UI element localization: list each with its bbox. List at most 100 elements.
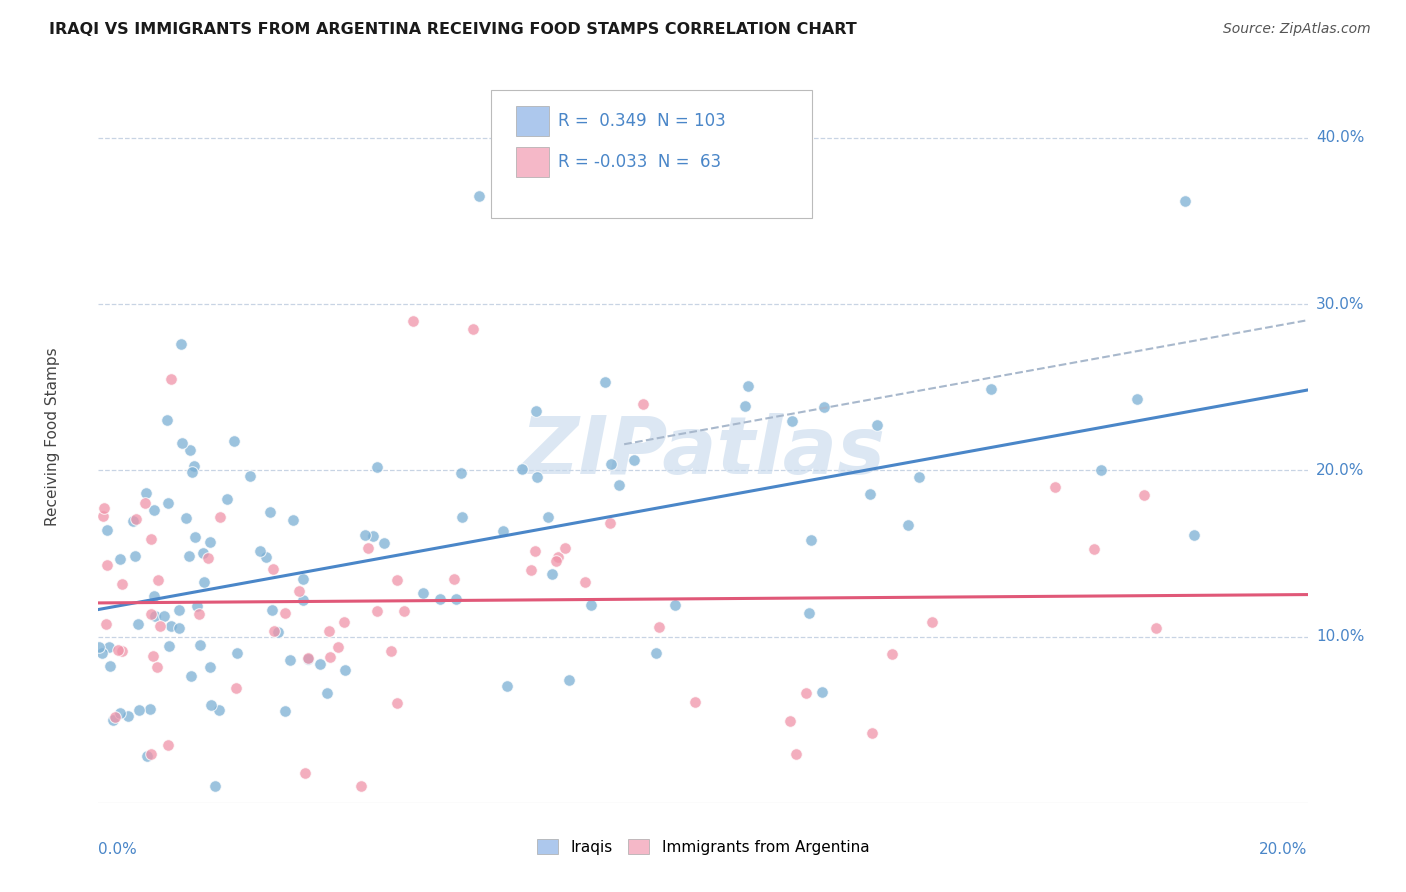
Point [794,685,817,699]
Point [169,621,191,635]
Point [366,604,388,618]
Point [145,608,167,623]
Point [737,379,759,393]
Point [122,515,145,529]
Point [174,511,197,525]
Point [134,496,156,510]
Point [540,567,562,582]
Point [363,528,385,542]
Point [96,558,118,572]
Point [1133,488,1156,502]
Point [190,638,212,652]
Point [108,552,131,566]
Point [333,664,356,678]
Point [128,703,150,717]
Point [204,779,226,793]
Point [249,543,271,558]
Point [260,603,283,617]
Point [446,591,468,606]
Point [143,590,166,604]
Point [141,747,163,762]
Point [224,434,246,448]
Point [187,607,209,621]
Text: R = -0.033  N =  63: R = -0.033 N = 63 [558,153,721,170]
Point [526,403,548,417]
Point [197,551,219,566]
Point [443,572,465,586]
Point [101,713,124,727]
Point [110,576,132,591]
Point [1144,622,1167,636]
Point [215,491,238,506]
Point [980,382,1002,396]
Point [297,652,319,666]
Point [780,414,803,428]
Point [392,604,415,618]
Point [141,533,163,547]
Point [97,640,120,655]
Point [292,572,315,586]
Point [574,574,596,589]
Point [193,575,215,590]
Point [254,549,277,564]
Point [683,695,706,709]
Point [526,470,548,484]
Point [524,544,547,558]
Point [124,549,146,563]
Point [125,512,148,526]
Point [810,684,832,698]
Point [291,592,314,607]
Point [156,413,179,427]
Point [557,673,579,688]
Point [91,509,114,524]
Point [273,606,295,620]
Point [350,779,373,793]
Point [226,646,249,660]
Point [98,659,121,673]
Point [779,714,801,729]
Point [800,533,823,548]
Point [191,546,214,560]
Point [785,747,807,761]
Point [263,624,285,639]
Point [1090,463,1112,477]
Point [200,698,222,712]
FancyBboxPatch shape [516,106,550,136]
Point [104,709,127,723]
Point [600,458,623,472]
Text: R =  0.349  N = 103: R = 0.349 N = 103 [558,112,725,130]
Point [160,618,183,632]
Point [880,647,903,661]
Point [623,453,645,467]
Point [280,653,302,667]
Legend: Iraqis, Immigrants from Argentina: Iraqis, Immigrants from Argentina [530,833,876,861]
Text: Receiving Food Stamps: Receiving Food Stamps [45,348,60,526]
Point [664,598,686,612]
Point [208,510,231,524]
Point [179,443,201,458]
Point [281,513,304,527]
Point [319,650,342,665]
Point [402,314,425,328]
Point [496,679,519,693]
Point [429,592,451,607]
Point [318,624,340,639]
Point [239,468,262,483]
Point [412,586,434,600]
Point [316,686,339,700]
Text: IRAQI VS IMMIGRANTS FROM ARGENTINA RECEIVING FOOD STAMPS CORRELATION CHART: IRAQI VS IMMIGRANTS FROM ARGENTINA RECEI… [49,22,858,37]
FancyBboxPatch shape [492,90,811,218]
Point [492,524,515,538]
Point [366,460,388,475]
Point [547,550,569,565]
Point [167,603,190,617]
Point [294,766,316,780]
Point [183,458,205,473]
Point [184,530,207,544]
Point [353,528,375,542]
Point [546,554,568,568]
Point [450,509,472,524]
Point [554,541,576,555]
Point [537,510,560,524]
Point [91,646,114,660]
